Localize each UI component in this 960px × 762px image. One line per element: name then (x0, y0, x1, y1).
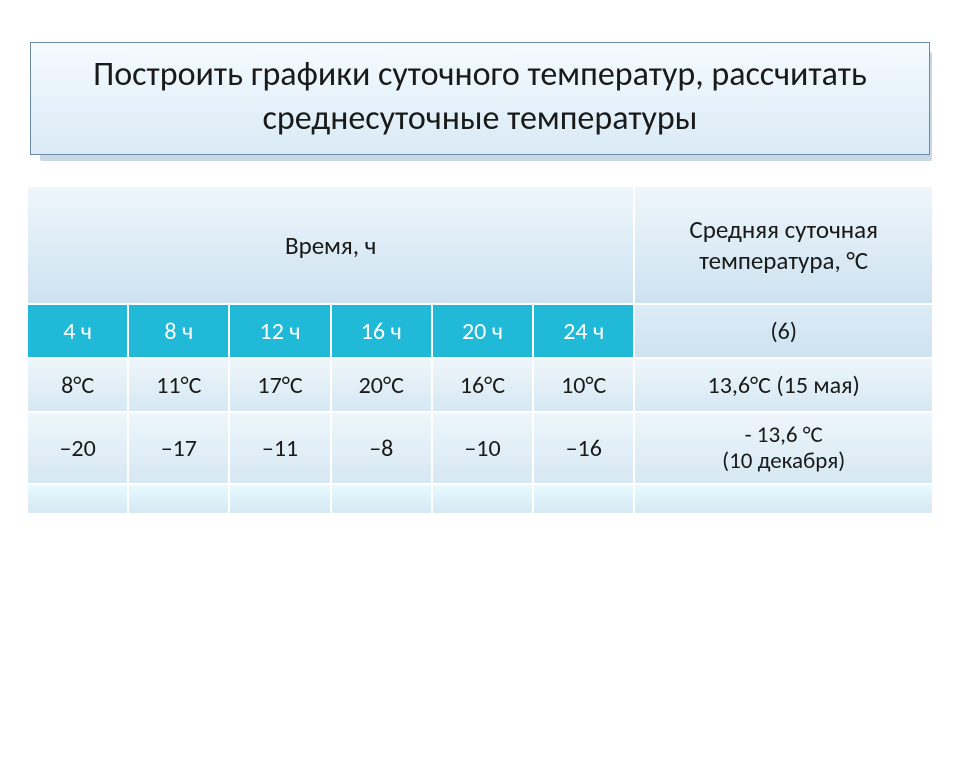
temperature-table: Время, ч Средняя суточная температура, °… (26, 185, 934, 515)
empty-cell (432, 484, 533, 514)
cell: –16 (533, 412, 634, 484)
empty-row (27, 484, 933, 514)
time-labels-row: 4 ч 8 ч 12 ч 16 ч 20 ч 24 ч (6) (27, 304, 933, 358)
time-col-3: 16 ч (331, 304, 432, 358)
avg-dec-line1: - 13,6 °С (635, 422, 932, 448)
cell: 8°С (27, 358, 128, 412)
avg-header: Средняя суточная температура, °С (634, 186, 933, 304)
avg-cell-may: 13,6°С (15 мая) (634, 358, 933, 412)
cell: 16°С (432, 358, 533, 412)
cell: 11°С (128, 358, 229, 412)
avg-note: (6) (634, 304, 933, 358)
cell: 20°С (331, 358, 432, 412)
empty-cell (533, 484, 634, 514)
empty-cell (128, 484, 229, 514)
time-header: Время, ч (27, 186, 634, 304)
time-col-2: 12 ч (229, 304, 330, 358)
table-container: Время, ч Средняя суточная температура, °… (26, 185, 934, 515)
page-title: Построить графики суточного температур, … (30, 42, 930, 155)
cell: –20 (27, 412, 128, 484)
empty-cell (229, 484, 330, 514)
time-col-5: 24 ч (533, 304, 634, 358)
time-col-4: 20 ч (432, 304, 533, 358)
time-col-0: 4 ч (27, 304, 128, 358)
cell: –8 (331, 412, 432, 484)
cell: 17°С (229, 358, 330, 412)
cell: –11 (229, 412, 330, 484)
avg-cell-dec: - 13,6 °С (10 декабря) (634, 412, 933, 484)
avg-dec-line2: (10 декабря) (635, 448, 932, 474)
empty-cell (27, 484, 128, 514)
empty-cell (331, 484, 432, 514)
cell: –10 (432, 412, 533, 484)
table-header-row: Время, ч Средняя суточная температура, °… (27, 186, 933, 304)
cell: 10°С (533, 358, 634, 412)
data-row-dec: –20 –17 –11 –8 –10 –16 - 13,6 °С (10 дек… (27, 412, 933, 484)
title-container: Построить графики суточного температур, … (30, 42, 930, 155)
cell: –17 (128, 412, 229, 484)
data-row-may: 8°С 11°С 17°С 20°С 16°С 10°С 13,6°С (15 … (27, 358, 933, 412)
time-col-1: 8 ч (128, 304, 229, 358)
empty-cell (634, 484, 933, 514)
